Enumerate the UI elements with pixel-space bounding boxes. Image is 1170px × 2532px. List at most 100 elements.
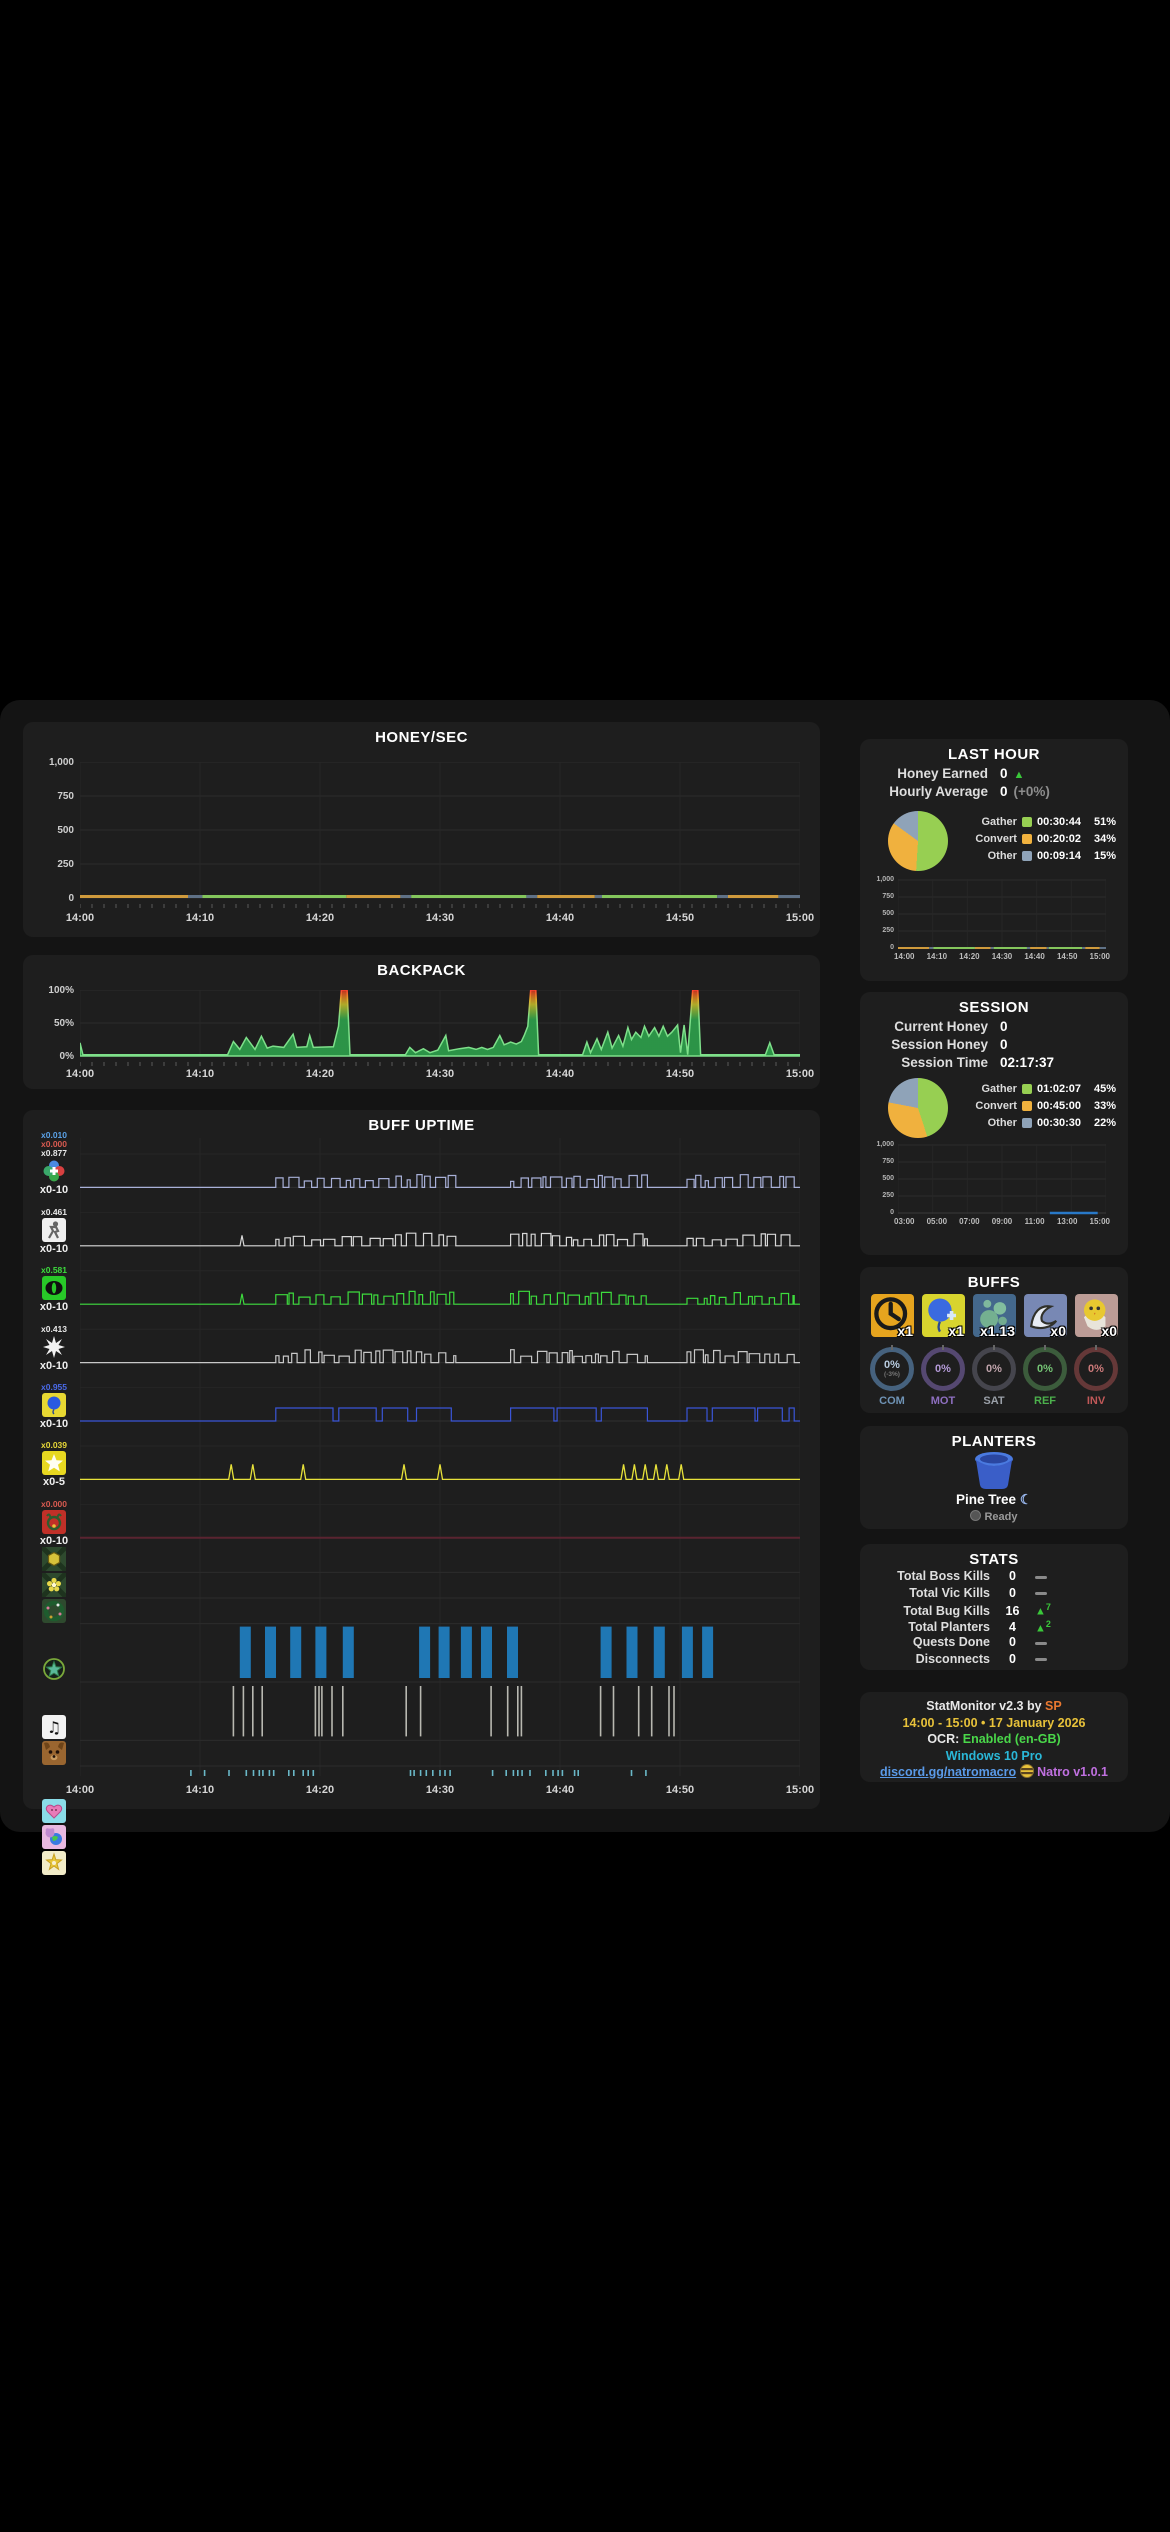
legend-swatch <box>1021 1083 1032 1094</box>
kv-label: Current Honey <box>894 1019 988 1034</box>
planters-panel: PLANTERS Pine Tree ☾ Ready <box>860 1426 1128 1529</box>
ocr-status: Enabled (en-GB) <box>962 1732 1061 1746</box>
buffs-title: BUFFS <box>967 1274 1021 1291</box>
gauge-label: MOT <box>930 1395 956 1407</box>
stat-row: Total Planters 4 ▲2 <box>860 1619 1128 1636</box>
focus-buff-icon <box>42 1159 66 1183</box>
legend-row: Convert 00:20:02 34% <box>956 830 1116 847</box>
backpack-chart-plot <box>80 990 800 1066</box>
kv-row: Session Honey 0 <box>860 1037 1128 1052</box>
stats-panel: STATS Total Boss Kills 0 Total Vic Kills 0 T… <box>860 1544 1128 1670</box>
mini-y-tick: 500 <box>882 910 894 917</box>
buff-row-coconut-field-marker <box>31 1545 77 1573</box>
trend-flat-icon <box>1035 1641 1047 1645</box>
kv-row: Hourly Average 0 (+0%) <box>860 784 1128 799</box>
last-hour-panel: LAST HOUR Honey Earned 0 ▲ Hourly Average 0… <box>860 739 1128 981</box>
gauge-notch <box>1095 1345 1097 1350</box>
mini-x-tick: 05:00 <box>926 1217 948 1226</box>
mini-y-tick: 750 <box>882 893 894 900</box>
session-legend: Gather 01:02:07 45% Convert 00:45:00 33% Other… <box>956 1080 1116 1131</box>
buff-range-label: x0-10 <box>39 1184 69 1197</box>
stat-trend <box>1035 1637 1128 1649</box>
gauge-label: COM <box>879 1395 905 1407</box>
mini-x-tick: 14:30 <box>991 952 1013 961</box>
stat-trend: ▲2 <box>1035 1619 1128 1635</box>
mini-y-tick: 750 <box>882 1158 894 1165</box>
kv-label: Hourly Average <box>889 784 988 799</box>
x-tick-label: 15:00 <box>785 1784 815 1796</box>
buff-multiplier-label: x0.877 <box>41 1148 67 1159</box>
buff-row-puppy-marker <box>31 1738 77 1766</box>
buff-multiplier-label: x0.039 <box>41 1440 67 1451</box>
legend-swatch <box>1021 1117 1032 1128</box>
planter-status-row: Ready <box>860 1510 1128 1523</box>
kv-value: 0 <box>1000 1037 1008 1052</box>
puppy-marker-icon <box>42 1740 66 1765</box>
stats-rows: Total Boss Kills 0 Total Vic Kills 0 Total B… <box>860 1569 1128 1668</box>
mini-x-tick: 03:00 <box>894 1217 915 1226</box>
legend-label: Other <box>987 1116 1017 1129</box>
author-name: SP <box>1045 1699 1062 1713</box>
moon-icon: ☾ <box>1019 1492 1032 1507</box>
footer-panel: StatMonitor v2.3 by SP 14:00 - 15:00 • 1… <box>860 1692 1128 1782</box>
svg-text:♫: ♫ <box>47 1718 61 1737</box>
legend-time: 00:30:44 <box>1036 815 1081 828</box>
planter-name-row: Pine Tree ☾ <box>860 1492 1128 1508</box>
planters-title: PLANTERS <box>951 1433 1037 1450</box>
legend-percent: 45% <box>1093 1082 1116 1095</box>
bear-globe-marker-icon <box>42 1824 66 1849</box>
trend-flat-icon <box>1035 1575 1047 1579</box>
com-gauge: 0% (-3%) <box>870 1345 914 1391</box>
trend-up-icon: ▲ <box>1013 769 1025 781</box>
legend-time: 00:09:14 <box>1036 849 1081 862</box>
legend-row: Convert 00:45:00 33% <box>956 1097 1116 1114</box>
mini-x-tick: 15:00 <box>1089 1217 1110 1226</box>
y-tick-label: 0 <box>68 893 74 904</box>
gauge-notch <box>891 1345 893 1350</box>
gauge-value: 0% <box>884 1359 900 1371</box>
backpack-chart-title: BACKPACK <box>377 962 466 979</box>
stat-label: Total Vic Kills <box>909 1585 990 1600</box>
legend-time: 01:02:07 <box>1036 1082 1081 1095</box>
os-line: Windows 10 Pro <box>945 1748 1043 1763</box>
legend-time: 00:45:00 <box>1036 1099 1081 1112</box>
session-kv-rows: Current Honey 0 Session Honey 0 Session Time… <box>860 1019 1128 1073</box>
buff-row-bomb-buff: x0.413 x0-10 <box>31 1311 77 1372</box>
kv-label: Session Honey <box>891 1037 988 1052</box>
buff-row-flower-field-marker <box>31 1570 77 1598</box>
gauge-value: 0% <box>986 1362 1002 1375</box>
bubbles-buff-icon: x1.13 <box>973 1294 1016 1339</box>
last-hour-kv-rows: Honey Earned 0 ▲ Hourly Average 0 (+0%) <box>860 766 1128 802</box>
x-tick-label: 14:40 <box>545 1068 575 1080</box>
buff-multiplier: x1 <box>948 1323 964 1339</box>
ocr-line: OCR: Enabled (en-GB) <box>860 1731 1128 1748</box>
chick-buff-icon: x0 <box>1075 1294 1118 1339</box>
stat-value: 0 <box>1009 1585 1016 1600</box>
y-tick-label: 750 <box>57 791 74 802</box>
mini-x-tick: 14:10 <box>926 952 948 961</box>
mini-chart-plot <box>898 1144 1106 1215</box>
mini-y-tick: 250 <box>882 1192 894 1199</box>
legend-row: Gather 00:30:44 51% <box>956 813 1116 830</box>
buff-multiplier-label: x0.000 <box>41 1139 67 1150</box>
mini-y-tick: 0 <box>890 944 894 951</box>
gauge-value: 0% <box>935 1362 951 1375</box>
trend-delta: 7 <box>1045 1602 1051 1612</box>
buff-range-label: x0-5 <box>42 1476 66 1489</box>
x-tick-label: 14:10 <box>185 1784 215 1796</box>
link-line: discord.gg/natromacro Natro v1.0.1 <box>860 1764 1128 1781</box>
heart-marker-icon <box>42 1799 66 1824</box>
x-tick-label: 14:00 <box>65 1784 95 1796</box>
date-range-line: 14:00 - 15:00 • 17 January 2026 <box>902 1715 1086 1730</box>
discord-link[interactable]: discord.gg/natromacro <box>880 1765 1017 1779</box>
last-hour-title: LAST HOUR <box>948 746 1040 763</box>
buff-range-label: x0-10 <box>39 1301 69 1314</box>
stat-label: Total Boss Kills <box>897 1569 990 1583</box>
legend-percent: 33% <box>1093 1099 1116 1112</box>
coconut-field-marker-icon <box>42 1547 66 1572</box>
bee-logo-icon <box>1019 1764 1034 1778</box>
x-tick-label: 14:30 <box>425 1068 455 1080</box>
stat-value: 0 <box>1009 1569 1016 1583</box>
kv-row: Current Honey 0 <box>860 1019 1128 1034</box>
kv-row: Honey Earned 0 ▲ <box>860 766 1128 781</box>
